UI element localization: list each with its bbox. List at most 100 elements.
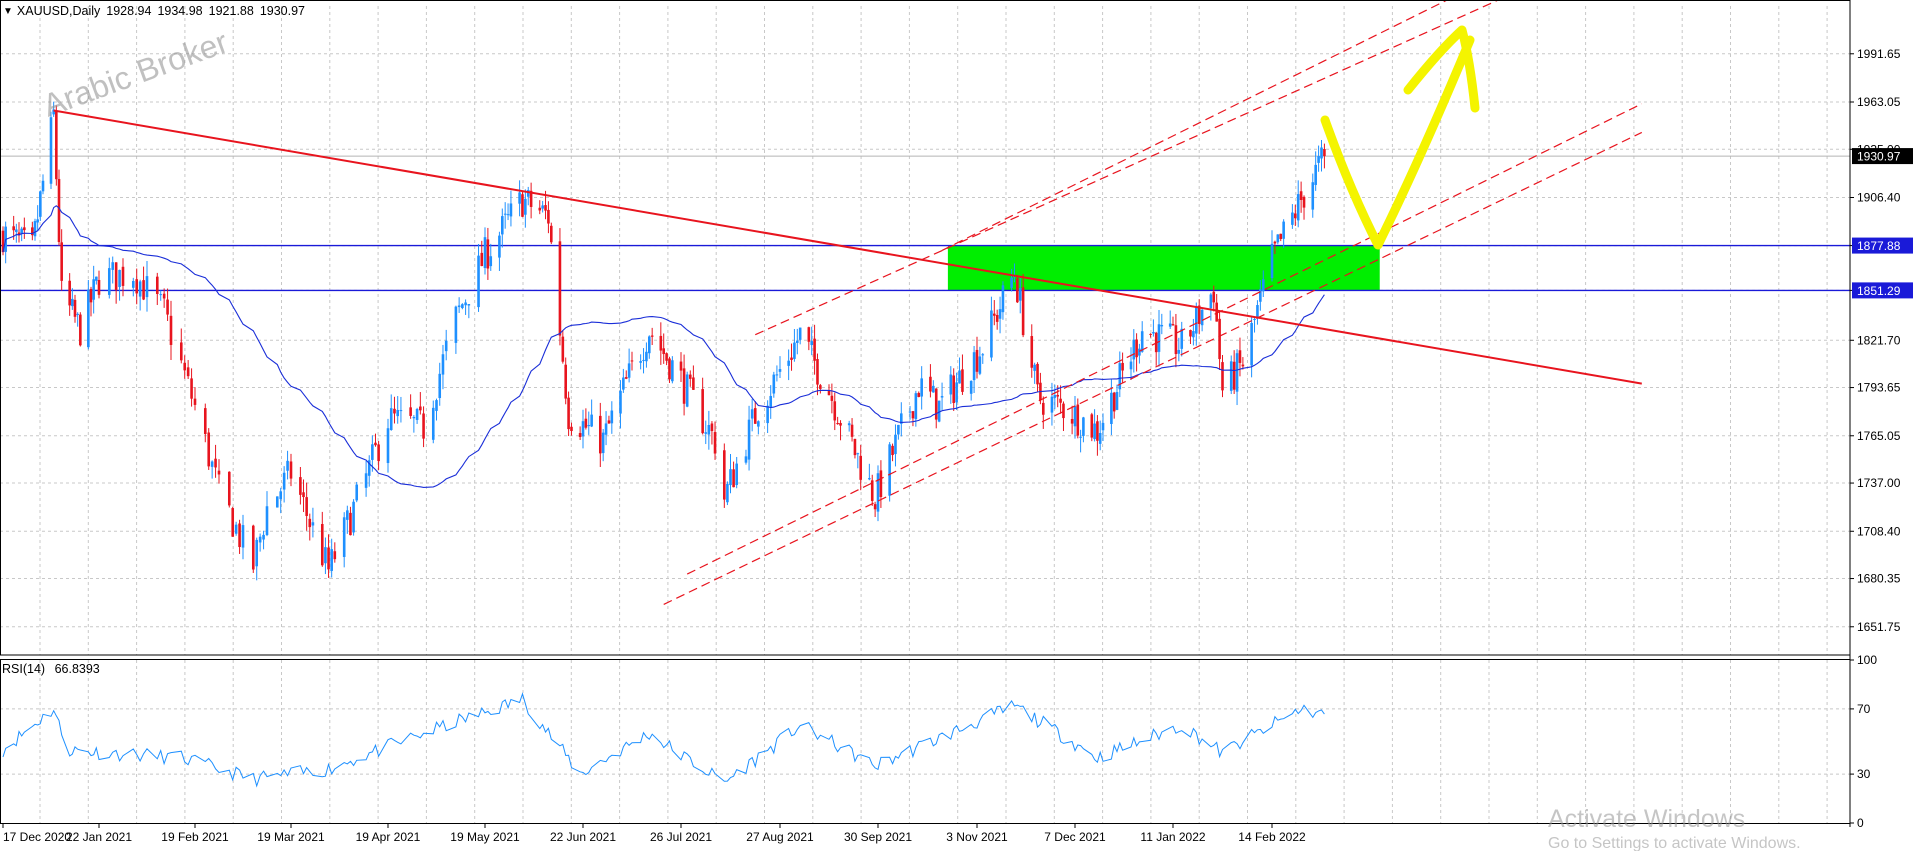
- candle-body: [1133, 340, 1136, 360]
- candle-body: [371, 444, 374, 460]
- candle-body: [255, 540, 258, 566]
- price-tick-label: 1765.05: [1857, 429, 1901, 443]
- candle-body: [312, 522, 315, 525]
- level-price-tag: 1877.88: [1857, 239, 1901, 253]
- candle-body: [1158, 324, 1161, 352]
- candle-body: [683, 368, 686, 403]
- date-tick-label: 3 Nov 2021: [946, 830, 1008, 844]
- candle-body: [1274, 242, 1277, 244]
- candle-body: [799, 328, 802, 340]
- symbol-dropdown-icon[interactable]: ▼: [3, 6, 13, 17]
- candle-body: [1218, 319, 1221, 359]
- candle-body: [34, 221, 37, 236]
- candle-body: [723, 450, 726, 499]
- candle-body: [912, 411, 915, 418]
- candle-body: [214, 459, 217, 468]
- candle-body: [396, 410, 399, 416]
- candle-body: [1256, 305, 1259, 318]
- low-value: 1921.88: [209, 4, 254, 18]
- candle-body: [1016, 278, 1019, 302]
- candle-body: [745, 456, 748, 462]
- candle-body: [445, 341, 448, 351]
- candle-body: [68, 281, 71, 306]
- candle-body: [544, 205, 547, 211]
- price-tick-label: 1737.00: [1857, 476, 1901, 490]
- candle-body: [1030, 336, 1033, 368]
- candle-body: [1294, 213, 1297, 218]
- candle-body: [1096, 421, 1099, 440]
- candle-body: [1077, 405, 1080, 436]
- candle-body: [211, 461, 214, 466]
- candle-body: [671, 360, 674, 381]
- candle-body: [413, 417, 416, 418]
- candle-body: [1054, 395, 1057, 398]
- candle-body: [1233, 362, 1236, 390]
- candle-body: [142, 280, 145, 299]
- candle-body: [23, 227, 26, 230]
- candle-body: [917, 393, 920, 397]
- price-tick-label: 1680.35: [1857, 572, 1901, 586]
- candle-body: [308, 519, 311, 527]
- candle-body: [507, 214, 510, 215]
- symbol-label: XAUUSD,Daily: [17, 4, 100, 18]
- candle-body: [559, 241, 562, 335]
- candle-body: [816, 359, 819, 385]
- candle-body: [79, 315, 82, 346]
- price-tick-label: 1821.70: [1857, 333, 1901, 347]
- candle-body: [779, 369, 782, 372]
- candle-body: [708, 425, 711, 435]
- candle-body: [686, 374, 689, 406]
- candle-body: [766, 406, 769, 423]
- candle-body: [1036, 364, 1039, 384]
- candle-body: [455, 307, 458, 343]
- candle-body: [611, 411, 614, 424]
- candle-body: [1135, 339, 1138, 357]
- candle-body: [1091, 414, 1094, 437]
- candle-body: [920, 378, 923, 396]
- date-tick-label: 22 Jan 2021: [66, 830, 132, 844]
- candle-body: [1210, 294, 1213, 308]
- candle-body: [599, 416, 602, 453]
- date-tick-label: 19 Feb 2021: [161, 830, 229, 844]
- candle-body: [602, 433, 605, 453]
- candle-body: [567, 398, 570, 429]
- candle-body: [71, 299, 74, 306]
- candle-body: [859, 456, 862, 480]
- candle-body: [146, 276, 149, 297]
- date-tick-label: 22 Jun 2021: [550, 830, 616, 844]
- candle-body: [1062, 404, 1065, 418]
- candle-body: [973, 352, 976, 380]
- date-tick-label: 17 Dec 2020: [3, 830, 71, 844]
- price-tick-label: 1991.65: [1857, 47, 1901, 61]
- candle-body: [787, 361, 790, 366]
- candle-body: [587, 425, 590, 426]
- candle-body: [796, 341, 799, 343]
- candle-body: [909, 412, 912, 413]
- candle-body: [416, 409, 419, 420]
- candle-body: [12, 226, 15, 230]
- candle-body: [262, 535, 265, 540]
- candle-body: [1079, 437, 1082, 438]
- candle-body: [735, 464, 738, 485]
- candle-body: [941, 396, 944, 397]
- candle-body: [1239, 350, 1242, 363]
- date-tick-label: 19 May 2021: [450, 830, 520, 844]
- candle-body: [1019, 288, 1022, 301]
- candle-body: [180, 342, 183, 360]
- candle-body: [231, 508, 234, 537]
- candle-body: [1320, 148, 1323, 159]
- candle-body: [836, 423, 839, 424]
- candle-body: [1242, 365, 1245, 367]
- candle-body: [990, 310, 993, 357]
- candle-body: [355, 485, 358, 501]
- candle-body: [87, 290, 90, 348]
- candle-body: [305, 497, 308, 516]
- candle-body: [590, 415, 593, 427]
- date-tick-label: 30 Sep 2021: [844, 830, 912, 844]
- candle-body: [952, 375, 955, 403]
- candle-body: [458, 305, 461, 307]
- candle-body: [330, 549, 333, 571]
- candle-body: [1271, 244, 1274, 278]
